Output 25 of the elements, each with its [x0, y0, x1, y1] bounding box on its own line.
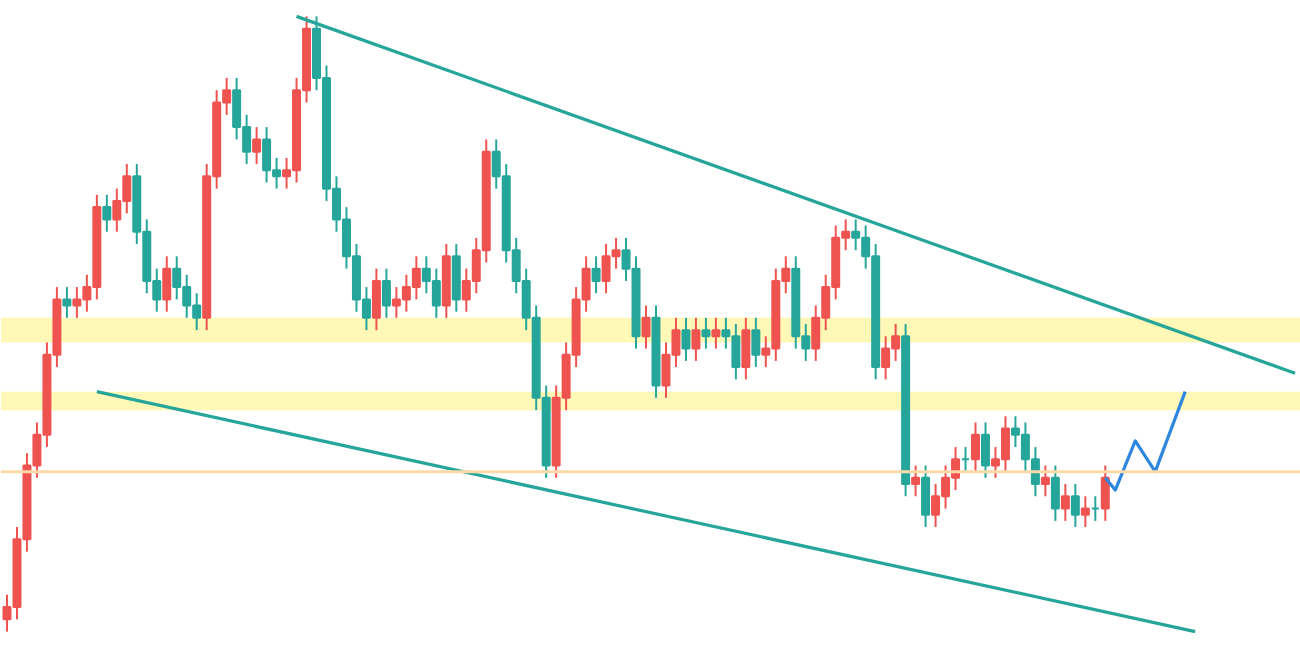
candlestick [451, 243, 461, 313]
candlestick [371, 267, 381, 332]
candlestick [252, 126, 262, 166]
candlestick [641, 304, 651, 350]
candlestick [921, 464, 931, 529]
candlestick [701, 316, 711, 350]
candlestick [1070, 482, 1080, 529]
candlestick [980, 421, 990, 479]
candlestick [591, 255, 601, 295]
candlestick [1050, 464, 1060, 522]
candlestick [1080, 495, 1090, 529]
candlestick [691, 316, 701, 362]
candlestick [741, 316, 751, 381]
candlestick [1100, 464, 1110, 522]
candlestick [971, 421, 980, 473]
candlestick [1060, 482, 1070, 522]
candlestick [1040, 464, 1050, 498]
candlestick [681, 316, 691, 362]
candlestick [911, 464, 921, 498]
candlestick [162, 255, 172, 313]
candlestick [62, 286, 72, 319]
candlestick [381, 267, 391, 319]
candlestick [102, 193, 112, 233]
candlestick [751, 316, 761, 369]
candlestick [711, 316, 721, 350]
